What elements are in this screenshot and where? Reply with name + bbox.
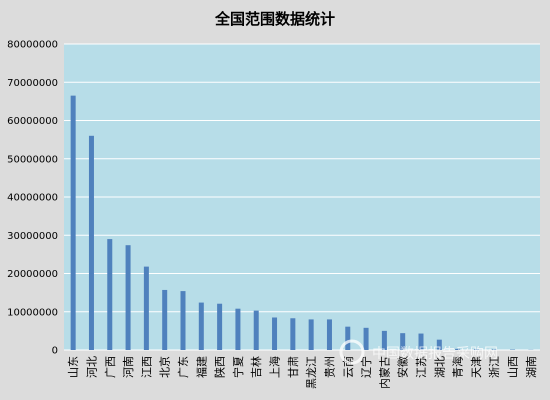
y-tick-label: 40000000: [7, 193, 58, 204]
gridlines: [64, 43, 540, 351]
bars: [70, 95, 534, 350]
x-tick-label: 山西: [507, 356, 520, 378]
bar: [253, 310, 259, 350]
y-tick-label: 50000000: [7, 154, 58, 165]
bar: [363, 327, 369, 350]
x-tick-label: 河南: [122, 356, 135, 378]
bar: [400, 333, 406, 350]
x-tick-label: 吉林: [249, 356, 263, 378]
x-tick-label: 北京: [158, 356, 172, 378]
bar: [198, 302, 204, 350]
bar: [455, 348, 461, 350]
bar: [235, 308, 241, 350]
x-tick-label: 湖南: [525, 356, 538, 378]
y-tick-label: 0: [52, 346, 58, 357]
bar: [107, 239, 113, 350]
x-tick-label: 陕西: [213, 356, 227, 378]
bar: [272, 317, 278, 350]
x-tick-label: 广西: [104, 356, 117, 378]
y-tick-label: 80000000: [7, 40, 58, 51]
x-tick-label: 黑龙江: [305, 356, 318, 389]
x-tick-label: 上海: [268, 356, 282, 378]
bar: [143, 266, 149, 350]
bar: [326, 319, 332, 350]
x-tick-label: 天津: [470, 356, 483, 378]
bar: [308, 319, 314, 350]
x-tick-label: 甘肃: [287, 356, 300, 378]
bar: [217, 303, 223, 350]
x-tick-label: 广东: [177, 356, 190, 378]
y-tick-label: 20000000: [7, 269, 58, 280]
y-tick-label: 10000000: [7, 307, 58, 318]
x-tick-label: 浙江: [488, 356, 501, 378]
bar: [290, 318, 296, 350]
x-tick-label: 江苏: [415, 356, 428, 378]
x-tick-label: 河北: [85, 356, 98, 378]
y-tick-label: 70000000: [7, 78, 58, 89]
y-tick-label: 30000000: [7, 231, 58, 242]
bar: [473, 349, 479, 350]
x-axis-ticks: 山东 河北 广西 河南 江西 北京 广东 福建 陕西 宁夏 吉林 上海 甘肃 黑龙江 贵州 云南 辽宁 内蒙古 安徽…: [67, 356, 538, 389]
x-tick-label: 青海: [451, 356, 465, 378]
x-tick-label: 山东: [67, 356, 80, 378]
watermark: 中国数据报告采购网: [339, 339, 498, 365]
x-tick-label: 辽宁: [359, 356, 373, 378]
x-tick-label: 内蒙古: [377, 356, 391, 389]
bar: [88, 135, 94, 350]
chart-title: 全国范围数据统计: [214, 10, 335, 28]
watermark-text: 中国数据报告采购网: [372, 346, 498, 362]
watermark-logo-icon: [339, 339, 365, 365]
y-tick-label: 60000000: [7, 116, 58, 127]
x-tick-label: 福建: [194, 356, 208, 378]
bar: [381, 330, 387, 350]
bar: [418, 333, 424, 350]
bar: [436, 339, 442, 350]
y-axis-ticks: 0 10000000 20000000 30000000 40000000 5000000…: [7, 40, 58, 357]
x-tick-label: 江西: [140, 356, 153, 378]
bar: [162, 289, 168, 350]
x-tick-label: 宁夏: [231, 356, 245, 378]
bar: [491, 349, 497, 350]
bar: [125, 245, 131, 350]
x-tick-label: 贵州: [323, 356, 336, 378]
bar: [180, 291, 186, 350]
bar: [70, 95, 76, 350]
bar: [345, 326, 351, 350]
x-tick-label: 安徽: [396, 356, 410, 378]
x-tick-label: 湖北: [433, 356, 446, 378]
